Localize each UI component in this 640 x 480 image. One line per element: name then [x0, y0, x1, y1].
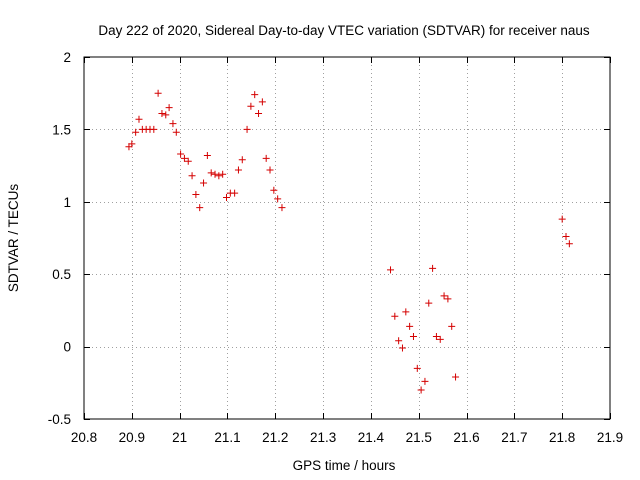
- x-tick-label: 21.9: [597, 430, 623, 445]
- data-point-plus-marker: [184, 157, 192, 165]
- data-point-plus-marker: [135, 115, 143, 123]
- data-point-plus-marker: [398, 344, 406, 352]
- data-point-plus-marker: [200, 179, 208, 187]
- data-point-plus-marker: [429, 264, 437, 272]
- data-point-plus-marker: [413, 364, 421, 372]
- x-tick-label: 20.8: [71, 430, 97, 445]
- x-axis-tick-labels: 20.8 20.9 21 21.1 21.2 21.3 21.4 21.5 21.6 21.7 21…: [71, 430, 623, 445]
- x-tick-label: 21.6: [453, 430, 479, 445]
- data-point-plus-marker: [238, 156, 246, 164]
- data-point-plus-marker: [558, 215, 566, 223]
- x-tick-label: 21.1: [214, 430, 240, 445]
- x-tick-label: 21.4: [358, 430, 385, 445]
- x-tick-label: 21.2: [262, 430, 288, 445]
- y-tick-label: 2: [63, 50, 71, 65]
- data-point-plus-marker: [165, 104, 173, 112]
- x-tick-label: 21.3: [310, 430, 336, 445]
- data-point-plus-marker: [565, 240, 573, 248]
- x-tick-label: 21.8: [549, 430, 575, 445]
- data-point-plus-marker: [440, 292, 448, 300]
- data-point-plus-marker: [436, 335, 444, 343]
- data-point-plus-marker: [421, 377, 429, 385]
- data-point-plus-marker: [222, 193, 230, 201]
- data-point-plus-marker: [406, 322, 414, 330]
- data-point-plus-marker: [196, 204, 204, 212]
- data-point-plus-marker: [444, 295, 452, 303]
- x-tick-label: 20.9: [119, 430, 145, 445]
- data-point-plus-marker: [251, 91, 259, 99]
- y-tick-label: -0.5: [48, 412, 71, 427]
- data-point-plus-marker: [125, 143, 133, 151]
- data-point-plus-marker: [409, 332, 417, 340]
- x-tick-label: 21: [172, 430, 187, 445]
- chart-title: Day 222 of 2020, Sidereal Day-to-day VTE…: [98, 23, 589, 38]
- y-tick-label: 1: [63, 195, 71, 210]
- data-point-plus-marker: [192, 191, 200, 199]
- data-point-plus-marker: [132, 128, 140, 136]
- x-axis-label: GPS time / hours: [293, 458, 396, 473]
- x-tick-label: 21.5: [406, 430, 432, 445]
- data-point-plus-marker: [128, 140, 136, 148]
- data-point-plus-marker: [270, 186, 278, 194]
- grid-lines: [84, 57, 610, 419]
- data-point-plus-marker: [258, 98, 266, 106]
- data-point-plus-marker: [234, 166, 242, 174]
- data-point-plus-marker: [562, 233, 570, 241]
- data-point-plus-marker: [158, 109, 166, 117]
- y-tick-label: 0: [63, 340, 71, 355]
- data-point-plus-marker: [417, 386, 425, 394]
- data-point-plus-marker: [243, 125, 251, 133]
- y-axis-tick-labels: -0.5 0 0.5 1 1.5 2: [48, 50, 71, 427]
- data-point-plus-marker: [172, 128, 180, 136]
- data-point-plus-marker: [432, 332, 440, 340]
- plot-frame: [83, 56, 611, 420]
- x-tick-label: 21.7: [501, 430, 527, 445]
- data-point-plus-marker: [231, 189, 239, 197]
- data-point-plus-marker: [177, 150, 185, 158]
- data-point-plus-marker: [162, 111, 170, 119]
- data-point-plus-marker: [203, 151, 211, 159]
- data-point-plus-marker: [402, 308, 410, 316]
- data-point-plus-marker: [247, 102, 255, 110]
- data-point-plus-marker: [255, 109, 263, 117]
- data-point-plus-marker: [448, 322, 456, 330]
- data-point-plus-marker: [215, 172, 223, 180]
- data-point-plus-marker: [395, 337, 403, 345]
- data-point-plus-marker: [387, 266, 395, 274]
- y-tick-label: 1.5: [52, 122, 71, 137]
- y-tick-label: 0.5: [52, 267, 71, 282]
- data-point-plus-marker: [425, 299, 433, 307]
- y-axis-label: SDTVAR / TECUs: [6, 184, 21, 293]
- data-point-plus-marker: [452, 373, 460, 381]
- data-point-plus-marker: [262, 154, 270, 162]
- data-point-plus-marker: [188, 172, 196, 180]
- data-point-plus-marker: [169, 120, 177, 128]
- data-point-plus-marker: [154, 89, 162, 97]
- data-point-plus-marker: [391, 312, 399, 320]
- data-point-plus-marker: [211, 170, 219, 178]
- data-point-plus-marker: [219, 170, 227, 178]
- data-points: [125, 89, 573, 394]
- data-point-plus-marker: [266, 166, 274, 174]
- data-point-plus-marker: [150, 125, 158, 133]
- data-point-plus-marker: [278, 204, 286, 212]
- data-point-plus-marker: [207, 169, 215, 177]
- data-point-plus-marker: [274, 195, 282, 203]
- data-point-plus-marker: [180, 154, 188, 162]
- axis-ticks: [84, 57, 611, 420]
